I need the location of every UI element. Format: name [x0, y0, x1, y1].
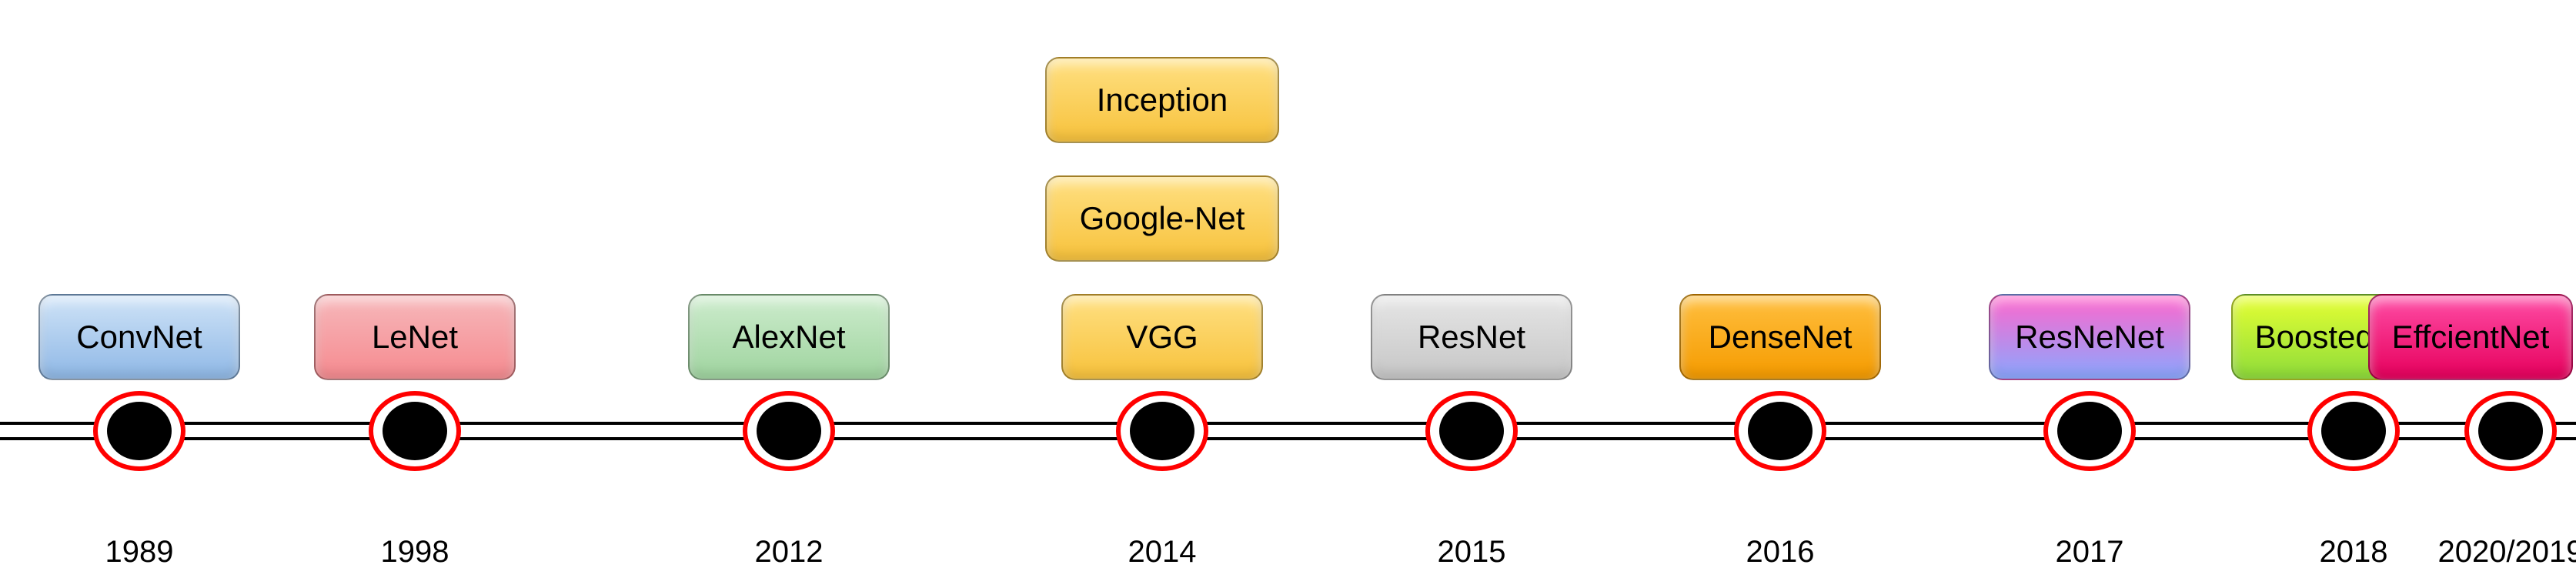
node-inner-dot	[1130, 402, 1194, 460]
year-label: 2015	[1438, 535, 1506, 570]
timeline-node	[1116, 391, 1208, 471]
year-label: 2018	[2320, 535, 2388, 570]
timeline-node	[1425, 391, 1518, 471]
timeline-node	[743, 391, 835, 471]
timeline-pill: EffcientNet	[2368, 294, 2573, 380]
node-inner-dot	[2057, 402, 2122, 460]
node-inner-dot	[2478, 402, 2543, 460]
timeline-pill: DenseNet	[1679, 294, 1881, 380]
node-inner-dot	[757, 402, 821, 460]
timeline-pill: ConvNet	[38, 294, 240, 380]
timeline-canvas: 1989 1998 2012 2014 2015 2016 2017 2018 2020/201…	[0, 0, 2576, 588]
timeline-node	[2043, 391, 2136, 471]
timeline-pill: ResNet	[1371, 294, 1572, 380]
timeline-pill: AlexNet	[688, 294, 890, 380]
timeline-pill: LeNet	[314, 294, 516, 380]
year-label: 2012	[755, 535, 824, 570]
timeline-node	[1734, 391, 1826, 471]
timeline-node	[2464, 391, 2557, 471]
timeline-pill: Inception	[1045, 57, 1279, 143]
year-label: 2016	[1746, 535, 1815, 570]
timeline-pill: VGG	[1061, 294, 1263, 380]
year-label: 2014	[1128, 535, 1197, 570]
year-label: 1989	[105, 535, 174, 570]
node-inner-dot	[1748, 402, 1813, 460]
node-inner-dot	[107, 402, 172, 460]
node-inner-dot	[383, 402, 447, 460]
year-label: 1998	[381, 535, 449, 570]
year-label: 2017	[2056, 535, 2124, 570]
timeline-pill: Google-Net	[1045, 175, 1279, 262]
node-inner-dot	[2321, 402, 2386, 460]
node-inner-dot	[1439, 402, 1504, 460]
timeline-pill: ResNeNet	[1989, 294, 2190, 380]
timeline-node	[2307, 391, 2400, 471]
timeline-node	[369, 391, 461, 471]
year-label: 2020/2019	[2437, 535, 2576, 570]
timeline-node	[93, 391, 185, 471]
